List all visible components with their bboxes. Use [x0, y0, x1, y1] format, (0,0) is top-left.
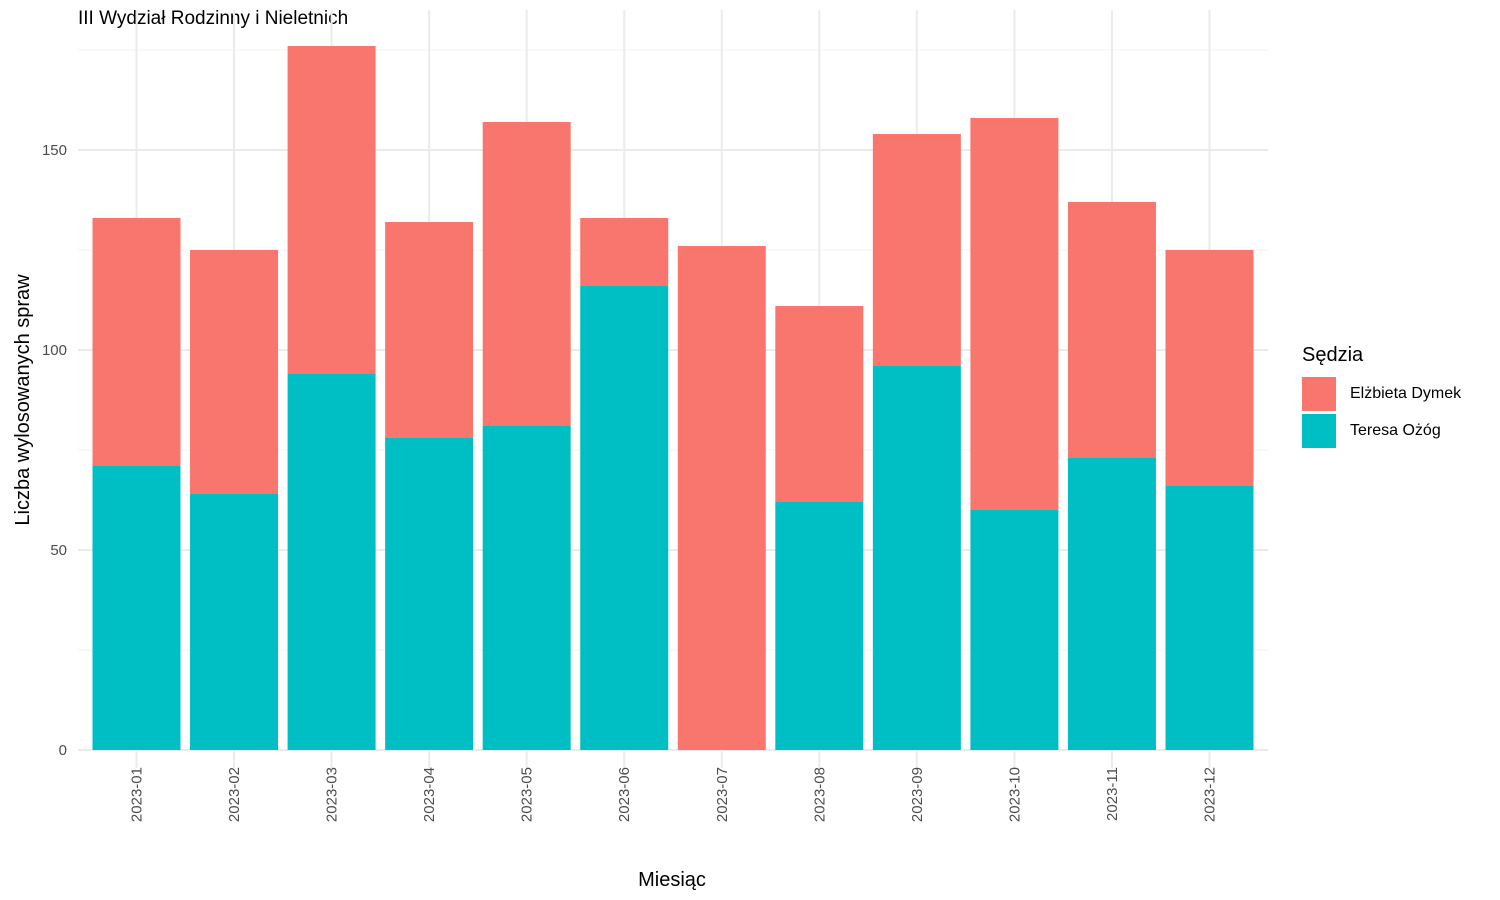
- x-tick-label: 2023-11: [1104, 767, 1121, 821]
- bar-elzbieta-dymek-2023-02: [190, 250, 279, 494]
- x-tick-label: 2023-04: [421, 767, 438, 822]
- bar-teresa-ozog-2023-10: [970, 510, 1059, 750]
- bar-teresa-ozog-2023-05: [482, 426, 571, 750]
- x-tick-label: 2023-05: [519, 767, 536, 822]
- bar-elzbieta-dymek-2023-10: [970, 118, 1059, 510]
- x-tick-labels: 2023-01 2023-02 2023-03 2023-04 2023-05 2023-…: [129, 767, 1219, 822]
- bar-teresa-ozog-2023-03: [287, 374, 376, 750]
- x-tick-label: 2023-10: [1006, 767, 1023, 822]
- legend-item-elzbieta-dymek: Elżbieta Dymek: [1302, 375, 1461, 412]
- x-tick-label: 2023-07: [714, 767, 731, 822]
- chart-title: III Wydział Rodzinny i Nieletnich: [78, 8, 349, 29]
- x-tick-label: 2023-03: [324, 767, 341, 822]
- bar-elzbieta-dymek-2023-01: [92, 218, 181, 466]
- y-tick-label: 150: [42, 142, 67, 159]
- legend: Sędzia Elżbieta Dymek Teresa Ożóg: [1302, 344, 1461, 449]
- bar-elzbieta-dymek-2023-03: [287, 46, 376, 374]
- y-axis-label: Liczba wylosowanych spraw: [12, 274, 34, 526]
- bar-elzbieta-dymek-2023-12: [1165, 250, 1254, 486]
- legend-swatch: [1302, 376, 1336, 411]
- x-tick-label: 2023-09: [909, 767, 926, 822]
- bar-teresa-ozog-2023-12: [1165, 486, 1254, 750]
- x-tick-label: 2023-08: [811, 767, 828, 822]
- bar-elzbieta-dymek-2023-07: [677, 246, 766, 750]
- x-tick-label: 2023-02: [226, 767, 243, 822]
- bar-elzbieta-dymek-2023-11: [1067, 202, 1156, 458]
- bar-teresa-ozog-2023-09: [872, 366, 961, 750]
- bar-teresa-ozog-2023-04: [385, 438, 474, 750]
- y-tick-label: 50: [50, 542, 67, 559]
- bar-elzbieta-dymek-2023-04: [385, 222, 474, 438]
- y-tick-label: 100: [42, 342, 67, 359]
- legend-label: Teresa Ożóg: [1350, 421, 1441, 439]
- bars: [92, 46, 1254, 750]
- x-tick-label: 2023-12: [1202, 767, 1219, 822]
- bar-teresa-ozog-2023-06: [580, 286, 669, 750]
- x-tick-label: 2023-01: [129, 767, 146, 822]
- bar-elzbieta-dymek-2023-09: [872, 134, 961, 366]
- y-tick-label: 0: [59, 742, 67, 759]
- legend-title: Sędzia: [1302, 344, 1364, 366]
- x-axis-label: Miesiąc: [638, 869, 706, 891]
- bar-elzbieta-dymek-2023-06: [580, 218, 669, 286]
- y-tick-labels: 0 50 100 150: [42, 142, 67, 759]
- bar-teresa-ozog-2023-01: [92, 466, 181, 750]
- bar-teresa-ozog-2023-02: [190, 494, 279, 750]
- bar-elzbieta-dymek-2023-08: [775, 306, 864, 502]
- bar-teresa-ozog-2023-08: [775, 502, 864, 750]
- legend-item-teresa-ozog: Teresa Ożóg: [1302, 412, 1461, 449]
- legend-swatch: [1302, 413, 1336, 448]
- bar-teresa-ozog-2023-11: [1067, 458, 1156, 750]
- x-tick-label: 2023-06: [616, 767, 633, 822]
- legend-label: Elżbieta Dymek: [1350, 384, 1462, 402]
- bar-elzbieta-dymek-2023-05: [482, 122, 571, 426]
